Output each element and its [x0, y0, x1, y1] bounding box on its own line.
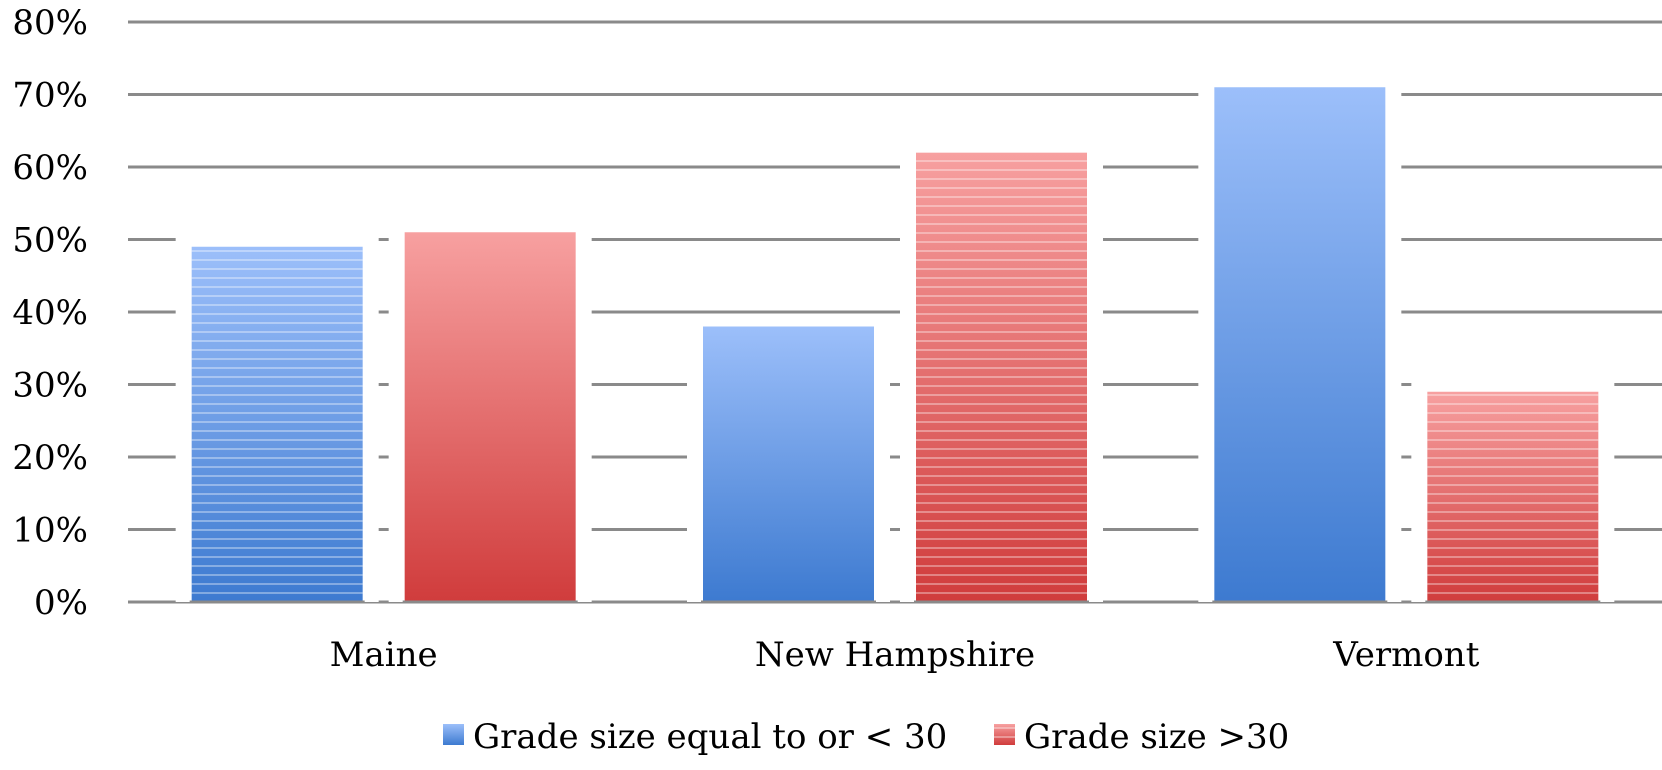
- y-tick-label: 40%: [12, 293, 88, 333]
- legend-label: Grade size >30: [1024, 717, 1289, 757]
- gridlines: [128, 20, 1662, 604]
- bar-stripes: [1427, 391, 1599, 602]
- y-tick-label: 70%: [12, 76, 88, 116]
- legend-label: Grade size equal to or < 30: [473, 717, 947, 757]
- bar-new-hampshire-series-1: [703, 326, 874, 602]
- y-tick-label: 10%: [12, 511, 88, 551]
- x-axis: Maine New Hampshire Vermont: [330, 635, 1480, 675]
- y-axis: 0% 10% 20% 30% 40% 50% 60% 70% 80%: [12, 3, 88, 623]
- category-label: Maine: [330, 635, 438, 675]
- y-tick-label: 50%: [12, 221, 88, 261]
- legend-swatch-stripes: [994, 724, 1015, 745]
- bar-vermont-series-1: [1214, 87, 1386, 602]
- y-tick-label: 30%: [12, 366, 88, 406]
- legend: Grade size equal to or < 30 Grade size >3…: [443, 717, 1289, 757]
- category-label: New Hampshire: [755, 635, 1035, 675]
- category-label: Vermont: [1332, 635, 1479, 675]
- bars: [175, 78, 1615, 604]
- y-tick-label: 0%: [34, 583, 88, 623]
- legend-swatch: [443, 724, 464, 745]
- y-tick-label: 80%: [12, 3, 88, 43]
- bar-stripes: [191, 246, 363, 602]
- bar-maine-series-2: [404, 232, 576, 602]
- bar-stripes: [916, 152, 1087, 602]
- y-tick-label: 20%: [12, 438, 88, 478]
- y-tick-label: 60%: [12, 148, 88, 188]
